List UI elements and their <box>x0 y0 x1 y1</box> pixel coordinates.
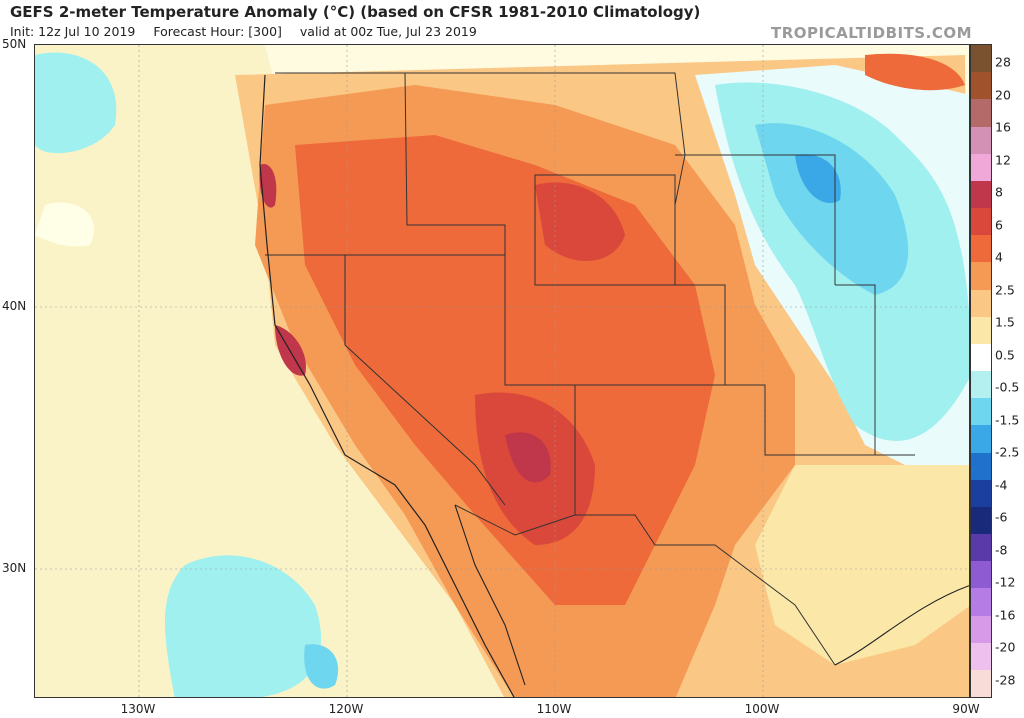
gulf-of-california-coast <box>454 504 526 686</box>
border-colorado <box>575 284 726 386</box>
colorbar-segment <box>971 343 991 372</box>
colorbar-segment <box>971 235 991 263</box>
lon-label-90: 90W <box>952 702 980 716</box>
state-borders <box>265 72 915 666</box>
colorbar-segment <box>971 669 991 698</box>
border-oklahoma <box>725 384 915 456</box>
colorbar-label: 12 <box>995 152 1011 168</box>
colorbar-label: -28 <box>995 672 1016 688</box>
colorbar-label: 6 <box>995 217 1003 233</box>
colorbar-label: 8 <box>995 184 1003 200</box>
border-interior-west <box>404 72 576 515</box>
colorbar-segment <box>971 99 991 127</box>
colorbar-label: -2.5 <box>995 444 1020 460</box>
map-title: GEFS 2-meter Temperature Anomaly (°C) (b… <box>10 3 701 21</box>
border-mexico-texas <box>575 514 836 666</box>
brand-watermark: TROPICALTIDBITS.COM <box>771 24 972 42</box>
colorbar-segment <box>971 208 991 236</box>
lon-label-120: 120W <box>328 702 364 716</box>
valid-time: valid at 00z Tue, Jul 23 2019 <box>299 24 477 39</box>
warm-patch-great-lakes <box>865 53 965 91</box>
pacific-coastline <box>259 74 515 697</box>
neutral-patch <box>35 202 94 247</box>
border-north <box>275 72 686 206</box>
colorbar-segment <box>971 153 991 181</box>
colorbar-segment <box>971 452 991 480</box>
colorbar-segment <box>971 506 991 535</box>
colorbar-label: 1.5 <box>995 314 1015 330</box>
colorbar-segment <box>971 72 991 100</box>
colorbar-label: -20 <box>995 639 1016 655</box>
colorbar-segment <box>971 398 991 426</box>
map-panel <box>34 44 970 698</box>
colorbar-label: 16 <box>995 119 1011 135</box>
hot-core-wyoming <box>535 182 625 262</box>
colorbar-segment <box>971 479 991 507</box>
lat-label-50: 50N <box>2 37 27 51</box>
border-ca-nv <box>344 255 506 506</box>
colorbar-segment <box>971 262 991 290</box>
cool-patch-nw <box>35 52 117 154</box>
cool-patch-sw <box>165 555 322 697</box>
colorbar-label: -16 <box>995 607 1016 623</box>
colorbar-label: -12 <box>995 574 1016 590</box>
colorbar-label: 20 <box>995 87 1011 103</box>
cool-region-core <box>755 123 909 295</box>
colorbar-label: 28 <box>995 54 1011 70</box>
lat-label-40: 40N <box>2 299 27 313</box>
mild-gulf-region <box>755 465 969 665</box>
colorbar-segment <box>971 561 991 589</box>
colorbar-segment <box>971 588 991 616</box>
colorbar-label: 0.5 <box>995 347 1015 363</box>
colorbar-segment <box>971 371 991 399</box>
lon-label-110: 110W <box>536 702 572 716</box>
cold-core-minnesota <box>795 154 841 203</box>
colorbar-label: -6 <box>995 509 1008 525</box>
lat-label-30: 30N <box>2 561 27 575</box>
cool-patch-sw-core <box>304 644 339 689</box>
colorbar-segment <box>971 289 991 317</box>
init-time: Init: 12z Jul 10 2019 <box>10 24 136 39</box>
colorbar-segment <box>971 126 991 154</box>
colorbar-label: 4 <box>995 249 1003 265</box>
hot-core-oregon-coast <box>259 164 277 208</box>
border-mexico-az <box>454 504 576 536</box>
lon-label-100: 100W <box>744 702 780 716</box>
colorbar-label: -1.5 <box>995 412 1020 428</box>
hot-core-arizona <box>505 432 551 483</box>
colorbar-segment <box>971 316 991 344</box>
anomaly-map <box>35 45 969 697</box>
ocean-region <box>35 45 504 697</box>
graticule <box>35 45 969 697</box>
colorbar-label: -8 <box>995 542 1008 558</box>
colorbar-segment <box>971 425 991 453</box>
colorbar-label: -0.5 <box>995 379 1020 395</box>
colorbar <box>970 44 992 698</box>
colorbar-segment <box>971 642 991 670</box>
forecast-hour: Forecast Hour: [300] <box>153 24 282 39</box>
map-subtitle: Init: 12z Jul 10 2019 Forecast Hour: [30… <box>10 24 491 39</box>
colorbar-label: 2.5 <box>995 282 1015 298</box>
gulf-coastline <box>834 585 969 666</box>
colorbar-segment <box>971 45 991 73</box>
colorbar-segment <box>971 534 991 562</box>
colorbar-segment <box>971 615 991 643</box>
lon-label-130: 130W <box>120 702 156 716</box>
colorbar-label: -4 <box>995 477 1008 493</box>
colorbar-segment <box>971 180 991 209</box>
border-missouri <box>835 284 876 455</box>
border-dakotas <box>675 154 836 285</box>
